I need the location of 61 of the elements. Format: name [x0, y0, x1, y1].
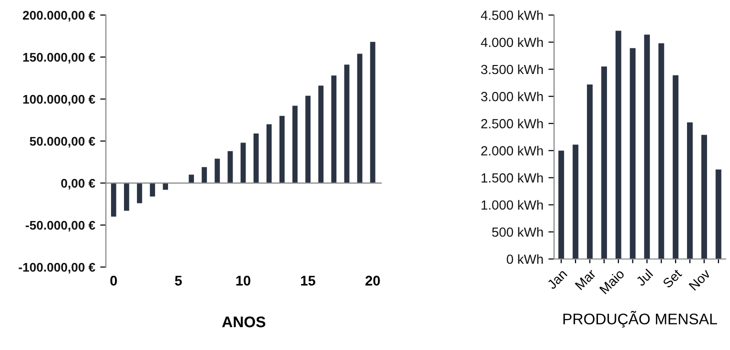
bar: [331, 76, 336, 184]
bar: [586, 84, 593, 259]
bar: [672, 75, 678, 259]
y-tick-label: 2.000 kWh: [481, 146, 543, 156]
y-tick-label: 150.000,00 €: [23, 52, 96, 64]
y-tick-label: 0,00 €: [61, 178, 96, 190]
x-tick-label: Jul: [635, 268, 654, 287]
bar: [687, 122, 693, 259]
x-tick-label: Mar: [574, 268, 597, 290]
bar: [240, 142, 246, 184]
bar: [136, 183, 142, 204]
bar: [305, 96, 311, 184]
bar: [292, 106, 298, 184]
x-tick-label: 20: [365, 276, 380, 286]
y-tick-label: -100.000,00 €: [18, 262, 96, 274]
bar: [658, 43, 664, 259]
y-tick-label: 100.000,00 €: [23, 94, 96, 106]
y-tick-label: -50.000,00 €: [26, 220, 96, 232]
x-tick-label: Set: [662, 268, 682, 288]
bar: [254, 133, 259, 184]
bar: [644, 34, 650, 259]
x-tick-label: Jan: [546, 268, 568, 290]
bar: [279, 116, 285, 184]
bar: [370, 42, 376, 184]
bar: [344, 64, 350, 184]
y-tick-label: 500 kWh: [492, 227, 543, 237]
y-tick-label: 1.500 kWh: [482, 172, 543, 183]
x-tick-label: 0: [110, 276, 117, 286]
x-tick-label: Nov: [688, 268, 711, 291]
x-tick-label: 15: [301, 276, 316, 286]
bar: [188, 174, 194, 184]
bar: [616, 30, 622, 259]
bar: [716, 170, 722, 259]
bar: [266, 124, 272, 184]
x-tick-label: 5: [174, 276, 182, 286]
bar: [214, 158, 220, 184]
bar: [701, 134, 708, 259]
bar: [601, 66, 607, 259]
y-tick-label: 0 kWh: [506, 254, 543, 264]
bar: [630, 48, 636, 259]
y-tick-label: 200.000,00 €: [22, 10, 96, 22]
y-tick-label: 50.000,00 €: [30, 136, 96, 148]
x-axis-title: ANOS: [222, 316, 266, 328]
bar: [357, 54, 362, 184]
x-tick-label: 10: [236, 276, 250, 286]
bar: [124, 183, 130, 211]
bar: [558, 150, 564, 259]
bar: [228, 151, 233, 184]
y-tick-label: 4.000 kWh: [480, 37, 543, 48]
x-axis-title: PRODUÇÃO MENSAL: [563, 310, 718, 328]
y-tick-label: 1.000 kWh: [482, 200, 543, 210]
bar: [162, 183, 168, 190]
bar: [318, 86, 324, 184]
bar: [150, 183, 156, 196]
bar: [111, 183, 116, 217]
bar: [202, 167, 207, 184]
y-tick-label: 3.000 kWh: [481, 92, 543, 102]
y-tick-label: 3.500 kWh: [481, 64, 543, 74]
y-tick-label: 2.500 kWh: [481, 118, 543, 128]
bar: [572, 144, 578, 259]
y-tick-label: 4.500 kWh: [480, 10, 543, 20]
